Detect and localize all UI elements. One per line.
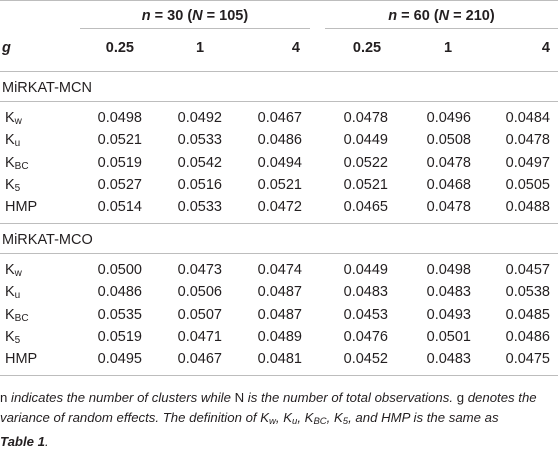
table-cell: 0.0508 <box>426 132 471 148</box>
table-cell: 0.0478 <box>505 132 550 148</box>
row-label: Kw <box>5 110 22 127</box>
table-cell: 0.0486 <box>97 284 142 300</box>
table-cell: 0.0483 <box>426 284 471 300</box>
table-cell: 0.0521 <box>97 132 142 148</box>
table-cell: 0.0485 <box>505 307 550 323</box>
table-cell: 0.0475 <box>505 351 550 367</box>
row-label: KBC <box>5 155 29 172</box>
table-cell: 0.0494 <box>257 155 302 171</box>
row-label: HMP <box>5 199 38 215</box>
group-header-n30: n = 30 (N = 105) <box>141 8 249 24</box>
table-cell: 0.0492 <box>177 110 222 126</box>
col-header-1: 0.25 <box>105 40 134 56</box>
table-cell: 0.0496 <box>426 110 471 126</box>
table-footnote: n indicates the number of clusters while… <box>0 390 537 449</box>
table-cell: 0.0471 <box>177 329 222 345</box>
header-rule <box>0 71 558 72</box>
g-header: g <box>2 40 11 56</box>
row-label: Ku <box>5 284 21 301</box>
table-cell: 0.0501 <box>426 329 471 345</box>
table-cell: 0.0486 <box>257 132 302 148</box>
section-divider <box>0 223 558 224</box>
table-cell: 0.0476 <box>343 329 388 345</box>
table-cell: 0.0507 <box>177 307 222 323</box>
table-cell: 0.0453 <box>343 307 388 323</box>
table-cell: 0.0498 <box>426 262 471 278</box>
row-label: Ku <box>5 132 21 149</box>
table-cell: 0.0519 <box>97 329 142 345</box>
table-cell: 0.0500 <box>97 262 142 278</box>
table-cell: 0.0472 <box>257 199 302 215</box>
table-cell: 0.0457 <box>505 262 550 278</box>
row-label: HMP <box>5 351 38 367</box>
table-cell: 0.0474 <box>257 262 302 278</box>
table-cell: 0.0481 <box>257 351 302 367</box>
col-header-2: 1 <box>195 40 205 56</box>
row-label: Kw <box>5 262 22 279</box>
top-rule <box>0 0 558 1</box>
table-cell: 0.0465 <box>343 199 388 215</box>
section-title-mco: MiRKAT-MCO <box>2 232 93 248</box>
group-2-underline <box>325 28 558 29</box>
table-cell: 0.0468 <box>426 177 471 193</box>
table-cell: 0.0521 <box>257 177 302 193</box>
group-header-n60: n = 60 (N = 210) <box>388 8 495 24</box>
table-cell: 0.0542 <box>177 155 222 171</box>
section-rule-2 <box>0 253 558 254</box>
table-cell: 0.0473 <box>177 262 222 278</box>
table-cell: 0.0533 <box>177 132 222 148</box>
col-header-3: 4 <box>291 40 300 56</box>
table-cell: 0.0493 <box>426 307 471 323</box>
table-cell: 0.0505 <box>505 177 550 193</box>
table-cell: 0.0478 <box>426 199 471 215</box>
table-cell: 0.0514 <box>97 199 142 215</box>
table-cell: 0.0478 <box>343 110 388 126</box>
col-header-5: 1 <box>443 40 453 56</box>
row-label: K5 <box>5 329 21 346</box>
table-cell: 0.0495 <box>97 351 142 367</box>
table-cell: 0.0452 <box>343 351 388 367</box>
table-cell: 0.0516 <box>177 177 222 193</box>
table-cell: 0.0483 <box>343 284 388 300</box>
table-cell: 0.0535 <box>97 307 142 323</box>
table-cell: 0.0486 <box>505 329 550 345</box>
row-label: K5 <box>5 177 21 194</box>
table-cell: 0.0467 <box>177 351 222 367</box>
col-header-4: 0.25 <box>352 40 382 56</box>
table-cell: 0.0467 <box>257 110 302 126</box>
table-cell: 0.0484 <box>505 110 550 126</box>
bottom-rule <box>0 375 558 376</box>
table-cell: 0.0538 <box>505 284 550 300</box>
row-label: KBC <box>5 307 29 324</box>
table-cell: 0.0487 <box>257 307 302 323</box>
table-cell: 0.0498 <box>97 110 142 126</box>
table-cell: 0.0478 <box>426 155 471 171</box>
table-cell: 0.0527 <box>97 177 142 193</box>
table-cell: 0.0497 <box>505 155 550 171</box>
table-cell: 0.0488 <box>505 199 550 215</box>
table-cell: 0.0522 <box>343 155 388 171</box>
col-header-6: 4 <box>541 40 550 56</box>
table-cell: 0.0489 <box>257 329 302 345</box>
table-cell: 0.0449 <box>343 262 388 278</box>
section-rule-1 <box>0 101 558 102</box>
table-cell: 0.0449 <box>343 132 388 148</box>
table-cell: 0.0521 <box>343 177 388 193</box>
table-cell: 0.0519 <box>97 155 142 171</box>
section-title-mcn: MiRKAT-MCN <box>2 80 92 96</box>
table-cell: 0.0506 <box>177 284 222 300</box>
table-cell: 0.0483 <box>426 351 471 367</box>
table-1-reference[interactable]: Table 1 <box>0 434 45 449</box>
group-1-underline <box>80 28 310 29</box>
table-cell: 0.0533 <box>177 199 222 215</box>
table-cell: 0.0487 <box>257 284 302 300</box>
